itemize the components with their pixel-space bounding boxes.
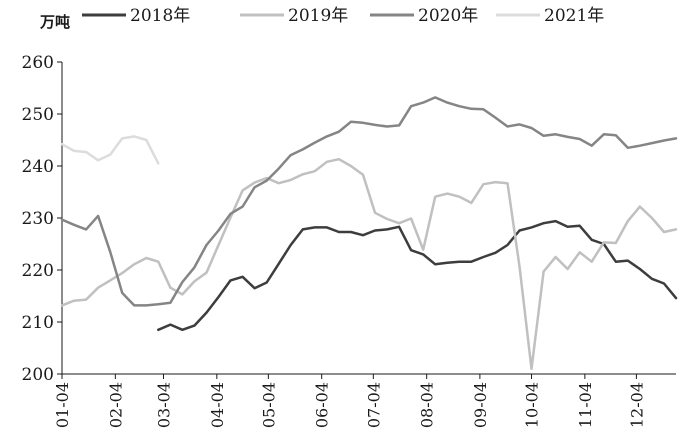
y-tick-label: 240 — [22, 157, 54, 177]
legend: 2018年 2019年 2020年 2021年 — [82, 6, 604, 26]
legend-label: 2019年 — [288, 6, 348, 26]
series-line-2018 — [157, 219, 678, 332]
series-line-2019 — [60, 157, 678, 371]
x-tick-label: 12-04 — [627, 382, 646, 428]
series-line-2020 — [60, 96, 678, 307]
x-tick-label: 10-04 — [523, 382, 542, 428]
x-tick-label: 07-04 — [364, 382, 383, 428]
series-line-2021 — [60, 135, 160, 165]
x-tick-label: 08-04 — [418, 382, 437, 428]
x-tick-label: 04-04 — [208, 382, 227, 428]
y-tick-label: 200 — [22, 365, 54, 385]
y-ticks: 200 210 220 230 240 250 260 — [22, 53, 62, 385]
x-tick-label: 05-04 — [259, 382, 278, 428]
x-tick-label: 02-04 — [106, 382, 125, 428]
y-tick-label: 210 — [22, 313, 54, 333]
axes — [61, 62, 676, 375]
y-tick-label: 220 — [22, 261, 54, 281]
legend-label: 2021年 — [544, 6, 604, 26]
x-tick-label: 03-04 — [154, 382, 173, 428]
legend-label: 2018年 — [130, 6, 190, 26]
y-tick-label: 230 — [22, 209, 54, 229]
y-tick-label: 250 — [22, 105, 54, 125]
unit-label: 万吨 — [39, 13, 70, 31]
x-tick-label: 01-04 — [53, 382, 72, 428]
x-tick-label: 11-04 — [576, 382, 595, 428]
x-tick-label: 09-04 — [471, 382, 490, 428]
legend-label: 2020年 — [418, 6, 478, 26]
x-ticks: 01-04 02-04 03-04 04-04 05-04 06-04 07-04 08-04… — [53, 374, 646, 428]
y-tick-label: 260 — [22, 53, 54, 73]
series-layer — [60, 96, 678, 371]
x-tick-label: 06-04 — [313, 382, 332, 428]
